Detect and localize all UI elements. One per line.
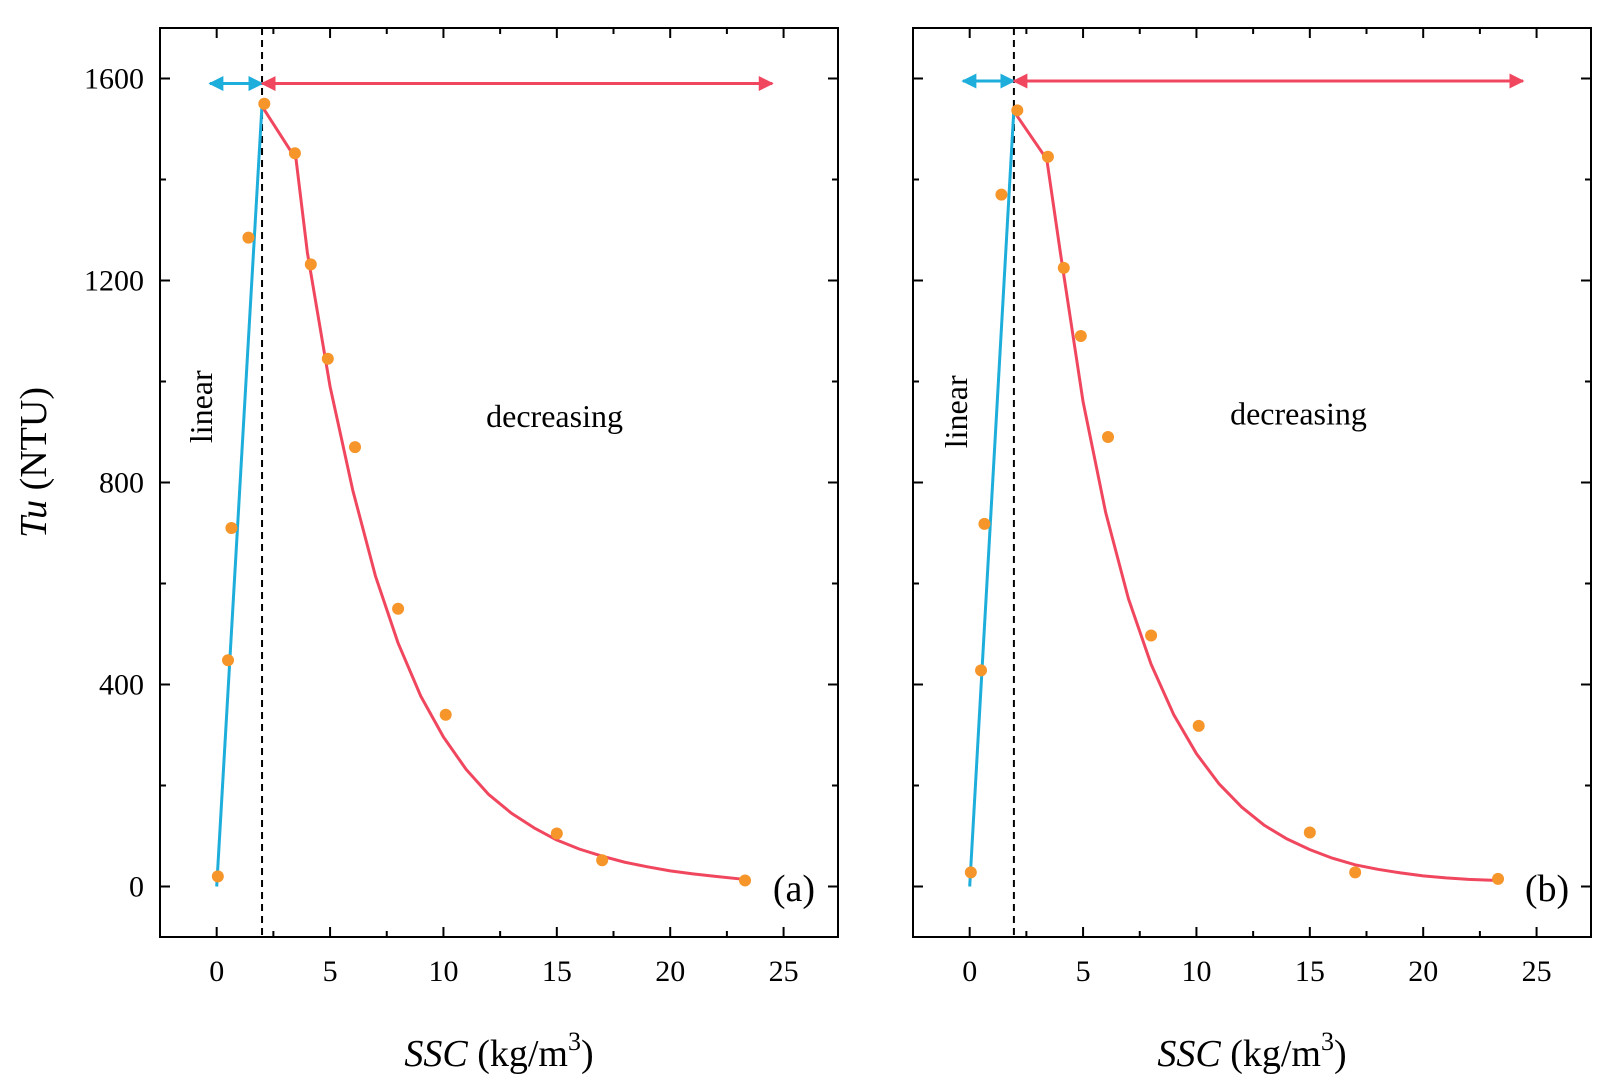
panel-b-data-point [1074, 330, 1087, 343]
panel-b-x-tick-label: 5 [1076, 955, 1091, 988]
panel-a-x-axis-var: SSC [404, 1033, 468, 1075]
panel-a-data-point [349, 441, 362, 454]
panel-b-linear-fit-line [968, 108, 1016, 887]
panel-b-decreasing-label: decreasing [1230, 395, 1367, 431]
panel-b-x-axis-unit-sup: 3 [1321, 1027, 1334, 1056]
panel-a-x-tick-label: 5 [323, 955, 338, 988]
panel-b-label: (b) [1525, 868, 1569, 910]
panel-b-x-axis-unit-end: ) [1334, 1033, 1347, 1075]
panel-a-y-axis-var: Tu [13, 500, 55, 538]
panel-a-data-point [288, 147, 301, 160]
panel-a-y-axis-label: Tu (NTU) [13, 387, 55, 538]
panel-a-x-axis-unit-end: ) [581, 1033, 594, 1075]
panel-a-y-tick-label: 1200 [84, 265, 144, 298]
panel-a-data-point [258, 97, 271, 110]
panel-b-data [961, 28, 1525, 937]
panel-a-x-axis-unit-sup: 3 [568, 1027, 581, 1056]
panel-b-x-tick-label: 20 [1408, 955, 1438, 988]
panel-a-x-tick-label: 20 [655, 955, 685, 988]
panel-b-data-point [1492, 872, 1505, 885]
panel-b-data-point [1145, 629, 1158, 642]
panel-b-data-point [1192, 719, 1205, 732]
panel-b-data-point [978, 517, 991, 530]
panel-b-x-tick-label: 15 [1295, 955, 1325, 988]
panel-b-x-tick-label: 25 [1522, 955, 1552, 988]
panel-a: 0 5 10 15 20 25 0 400 800 1200 1600 (a) linear dec… [13, 27, 839, 1075]
panel-b-data-point [1011, 104, 1024, 117]
panel-b-data-point [1057, 261, 1070, 274]
panel-b-ticks: 0 5 10 15 20 25 [913, 28, 1591, 988]
panel-a-y-tick-label: 1600 [84, 63, 144, 96]
panel-b-x-axis-unit: (kg/m [1221, 1033, 1321, 1075]
panel-a-y-tick-label: 800 [99, 467, 144, 500]
panel-a-x-tick-label: 15 [542, 955, 572, 988]
panel-b-data-point [1041, 150, 1054, 163]
panel-a-x-tick-label: 25 [769, 955, 799, 988]
panel-a-ticks: 0 5 10 15 20 25 0 400 800 1200 1600 [84, 28, 838, 988]
panel-b-data-point [1349, 866, 1362, 879]
panel-a-data-point [439, 708, 452, 721]
panel-a-data-point [304, 258, 317, 271]
panel-a-decay-fit-line [260, 105, 746, 881]
panel-a-x-tick-label: 10 [428, 955, 458, 988]
panel-b-data-point [1102, 431, 1115, 444]
panel-a-linear-label: linear [183, 370, 219, 443]
panel-b-data-point [1303, 826, 1316, 839]
panel-a-decreasing-label: decreasing [486, 398, 623, 434]
panel-a-data-point [392, 602, 405, 615]
panel-b-data-point [964, 866, 977, 879]
panel-b-x-axis-var: SSC [1157, 1033, 1221, 1075]
panel-b-linear-label: linear [938, 375, 974, 448]
panel-b-x-tick-label: 10 [1181, 955, 1211, 988]
panel-a-data-point [211, 870, 224, 883]
panel-a-x-axis-unit: (kg/m [468, 1033, 568, 1075]
panel-a-data-point [242, 231, 255, 244]
panel-a-data-point [739, 874, 752, 887]
panel-a-data-point [222, 654, 235, 667]
panel-b: 0 5 10 15 20 25 (b) linear decreasing SSC (kg… [912, 27, 1592, 1075]
panel-b-x-tick-label: 0 [962, 955, 977, 988]
panel-a-data [208, 28, 774, 937]
panel-a-data-point [596, 854, 609, 867]
panel-a-label: (a) [773, 868, 815, 910]
panel-b-decay-fit-line [1012, 110, 1499, 882]
panel-a-y-axis-unit: (NTU) [13, 387, 55, 500]
panel-a-y-tick-label: 400 [99, 669, 144, 702]
panel-a-linear-fit-line [215, 104, 264, 887]
panel-b-x-axis-label: SSC (kg/m3) [1157, 1027, 1346, 1075]
panel-a-y-tick-label: 0 [129, 871, 144, 904]
panel-b-data-point [975, 664, 988, 677]
panel-a-x-axis-label: SSC (kg/m3) [404, 1027, 593, 1075]
panel-b-data-point [995, 188, 1008, 201]
panel-a-data-point [225, 521, 238, 534]
panel-a-x-tick-label: 0 [209, 955, 224, 988]
panel-a-data-point [550, 827, 563, 840]
panel-a-data-point [321, 352, 334, 365]
